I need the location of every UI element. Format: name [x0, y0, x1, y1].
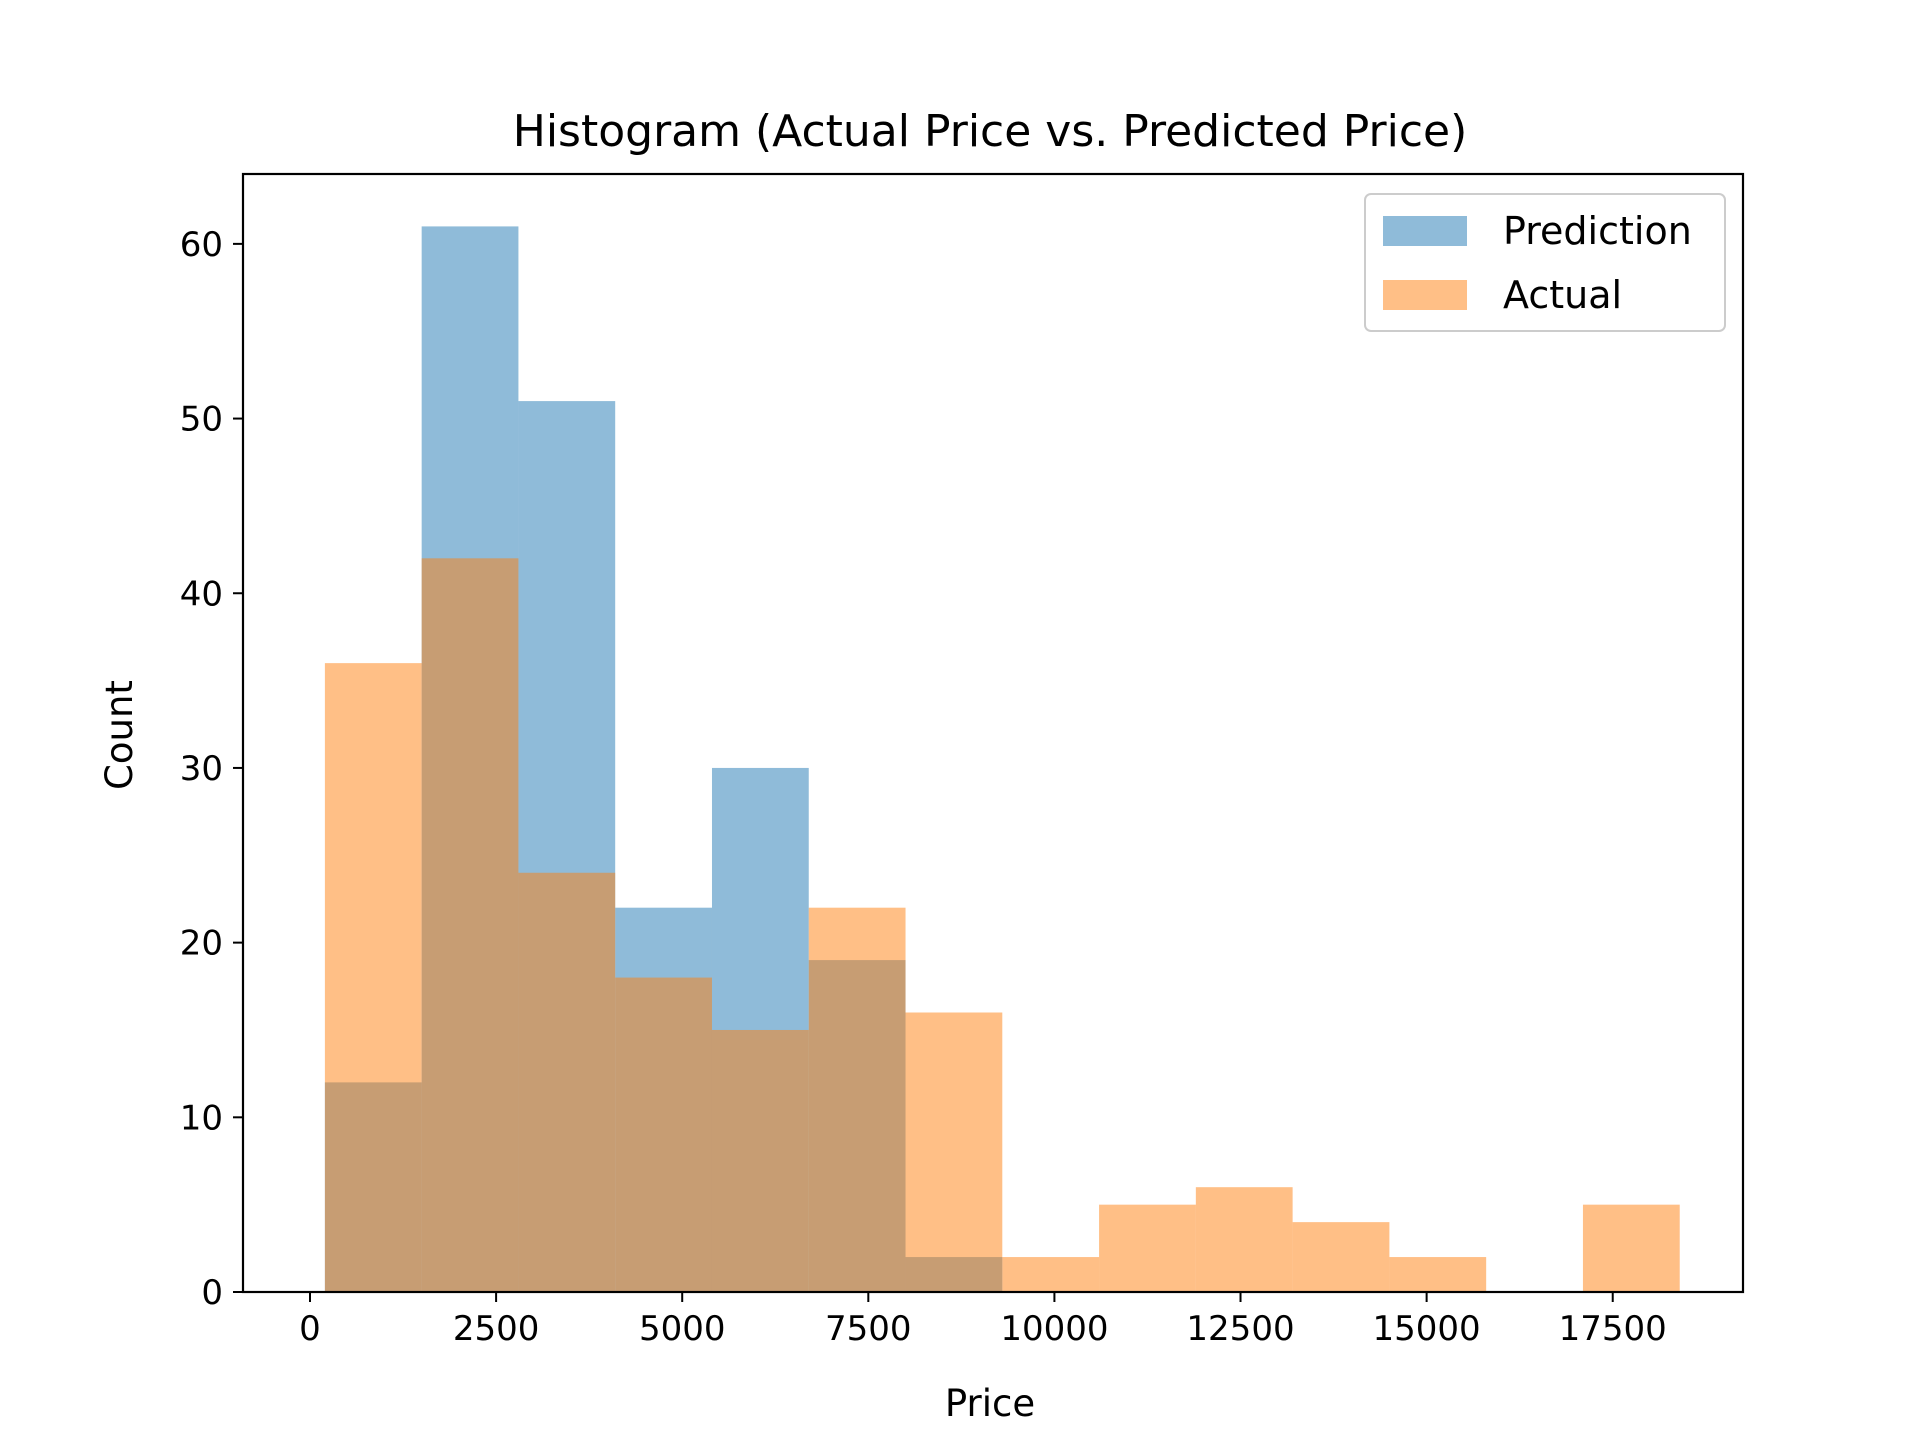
x-tick-label: 0	[299, 1309, 321, 1349]
actual-bar-11	[1389, 1257, 1487, 1292]
actual-bar-3	[615, 977, 712, 1292]
x-tick-label: 2500	[453, 1309, 540, 1349]
legend-label-actual: Actual	[1503, 273, 1622, 317]
actual-bar-5	[808, 907, 906, 1292]
actual-bar-7	[1002, 1257, 1100, 1292]
legend-swatch-prediction	[1383, 216, 1467, 246]
x-tick-label: 15000	[1373, 1309, 1481, 1349]
y-tick-label: 0	[201, 1273, 223, 1313]
y-tick-label: 10	[180, 1098, 223, 1138]
legend-label-prediction: Prediction	[1503, 209, 1692, 253]
y-tick-label: 30	[180, 749, 223, 789]
x-axis-label: Price	[945, 1382, 1035, 1425]
x-tick-label: 12500	[1186, 1309, 1294, 1349]
legend: Prediction Actual	[1364, 193, 1726, 332]
actual-bar-1	[421, 558, 519, 1292]
axes-layer: 0 2500 5000 7500 10000 12500 15000 17500 0 10 20 30…	[180, 172, 1745, 1349]
plot-frame	[241, 172, 1745, 1294]
y-tick-label: 50	[180, 400, 223, 440]
y-axis-label: Count	[98, 680, 141, 790]
actual-bar-6	[905, 1012, 1003, 1292]
actual-bar-4	[711, 1029, 809, 1292]
x-tick-label: 5000	[639, 1309, 726, 1349]
x-tick-label: 17500	[1559, 1309, 1667, 1349]
actual-bar-0	[324, 663, 422, 1293]
actual-bar-9	[1195, 1187, 1293, 1292]
y-tick-label: 40	[180, 574, 223, 614]
y-tick-label: 60	[180, 225, 223, 265]
x-tick-label: 7500	[825, 1309, 912, 1349]
y-tick-label: 20	[180, 924, 223, 964]
bars-layer	[324, 226, 1680, 1293]
x-tick-label: 10000	[1000, 1309, 1108, 1349]
chart-title: Histogram (Actual Price vs. Predicted Pr…	[513, 106, 1468, 157]
legend-swatch-actual	[1383, 280, 1467, 310]
actual-bar-8	[1099, 1204, 1196, 1292]
actual-bar-2	[518, 872, 616, 1292]
actual-bar-10	[1292, 1222, 1390, 1293]
actual-bar-13	[1582, 1204, 1680, 1292]
